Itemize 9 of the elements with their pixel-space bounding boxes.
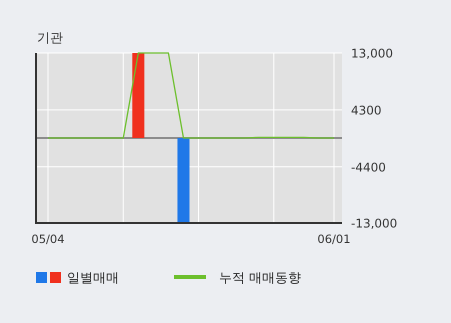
y-tick-label: -4400: [351, 160, 386, 174]
y-tick-label: 13,000: [351, 46, 393, 60]
x-tick-label: 05/04: [31, 232, 65, 246]
legend-label: 누적 매매동향: [219, 271, 302, 286]
y-tick-label: 4300: [351, 103, 382, 118]
y-tick-label: -13,000: [351, 216, 398, 230]
x-tick-label: 06/01: [317, 232, 351, 246]
chart-title: 기관: [37, 31, 63, 46]
legend-label: 일별매매: [67, 271, 119, 286]
